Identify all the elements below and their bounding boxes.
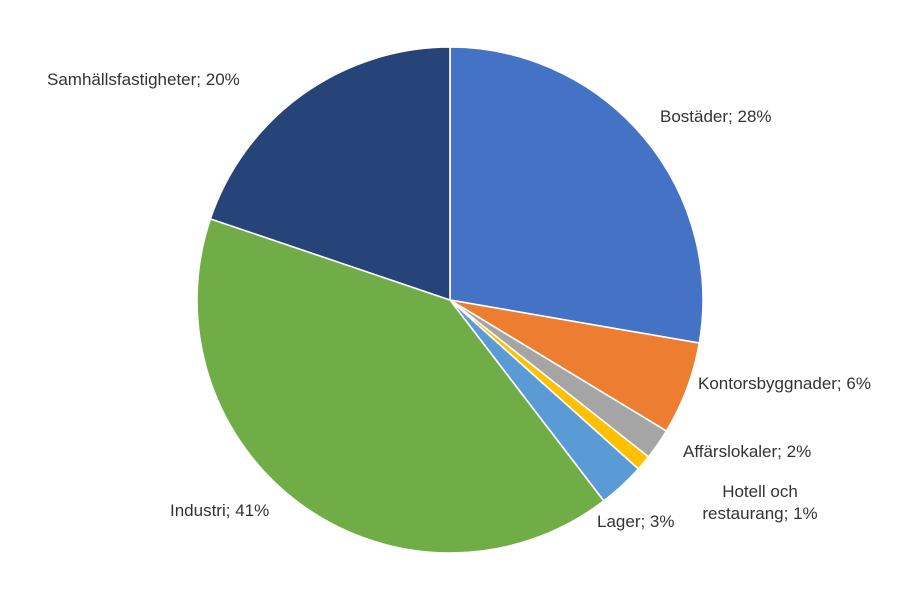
- pie-slices: [196, 46, 704, 554]
- data-label-industri: Industri; 41%: [170, 501, 269, 520]
- pie-slice-industri: [196, 218, 605, 554]
- data-label-kontorsbyggnader: Kontorsbyggnader; 6%: [698, 374, 871, 393]
- data-label-hotell-och-restaurang-line2: restaurang; 1%: [702, 504, 817, 523]
- data-label-hotell-och-restaurang-line1: Hotell och: [722, 482, 798, 501]
- pie-slice-samhallsfastigheter: [209, 46, 451, 301]
- data-label-samhallsfastigheter: Samhällsfastigheter; 20%: [47, 70, 240, 89]
- data-label-lager: Lager; 3%: [597, 512, 675, 531]
- pie-labels: Bostäder; 28% Kontorsbyggnader; 6% Affärsl…: [47, 70, 871, 531]
- pie-slice-bostader: [449, 46, 704, 344]
- data-label-affarslokaler: Affärslokaler; 2%: [683, 442, 811, 461]
- data-label-bostader: Bostäder; 28%: [660, 107, 772, 126]
